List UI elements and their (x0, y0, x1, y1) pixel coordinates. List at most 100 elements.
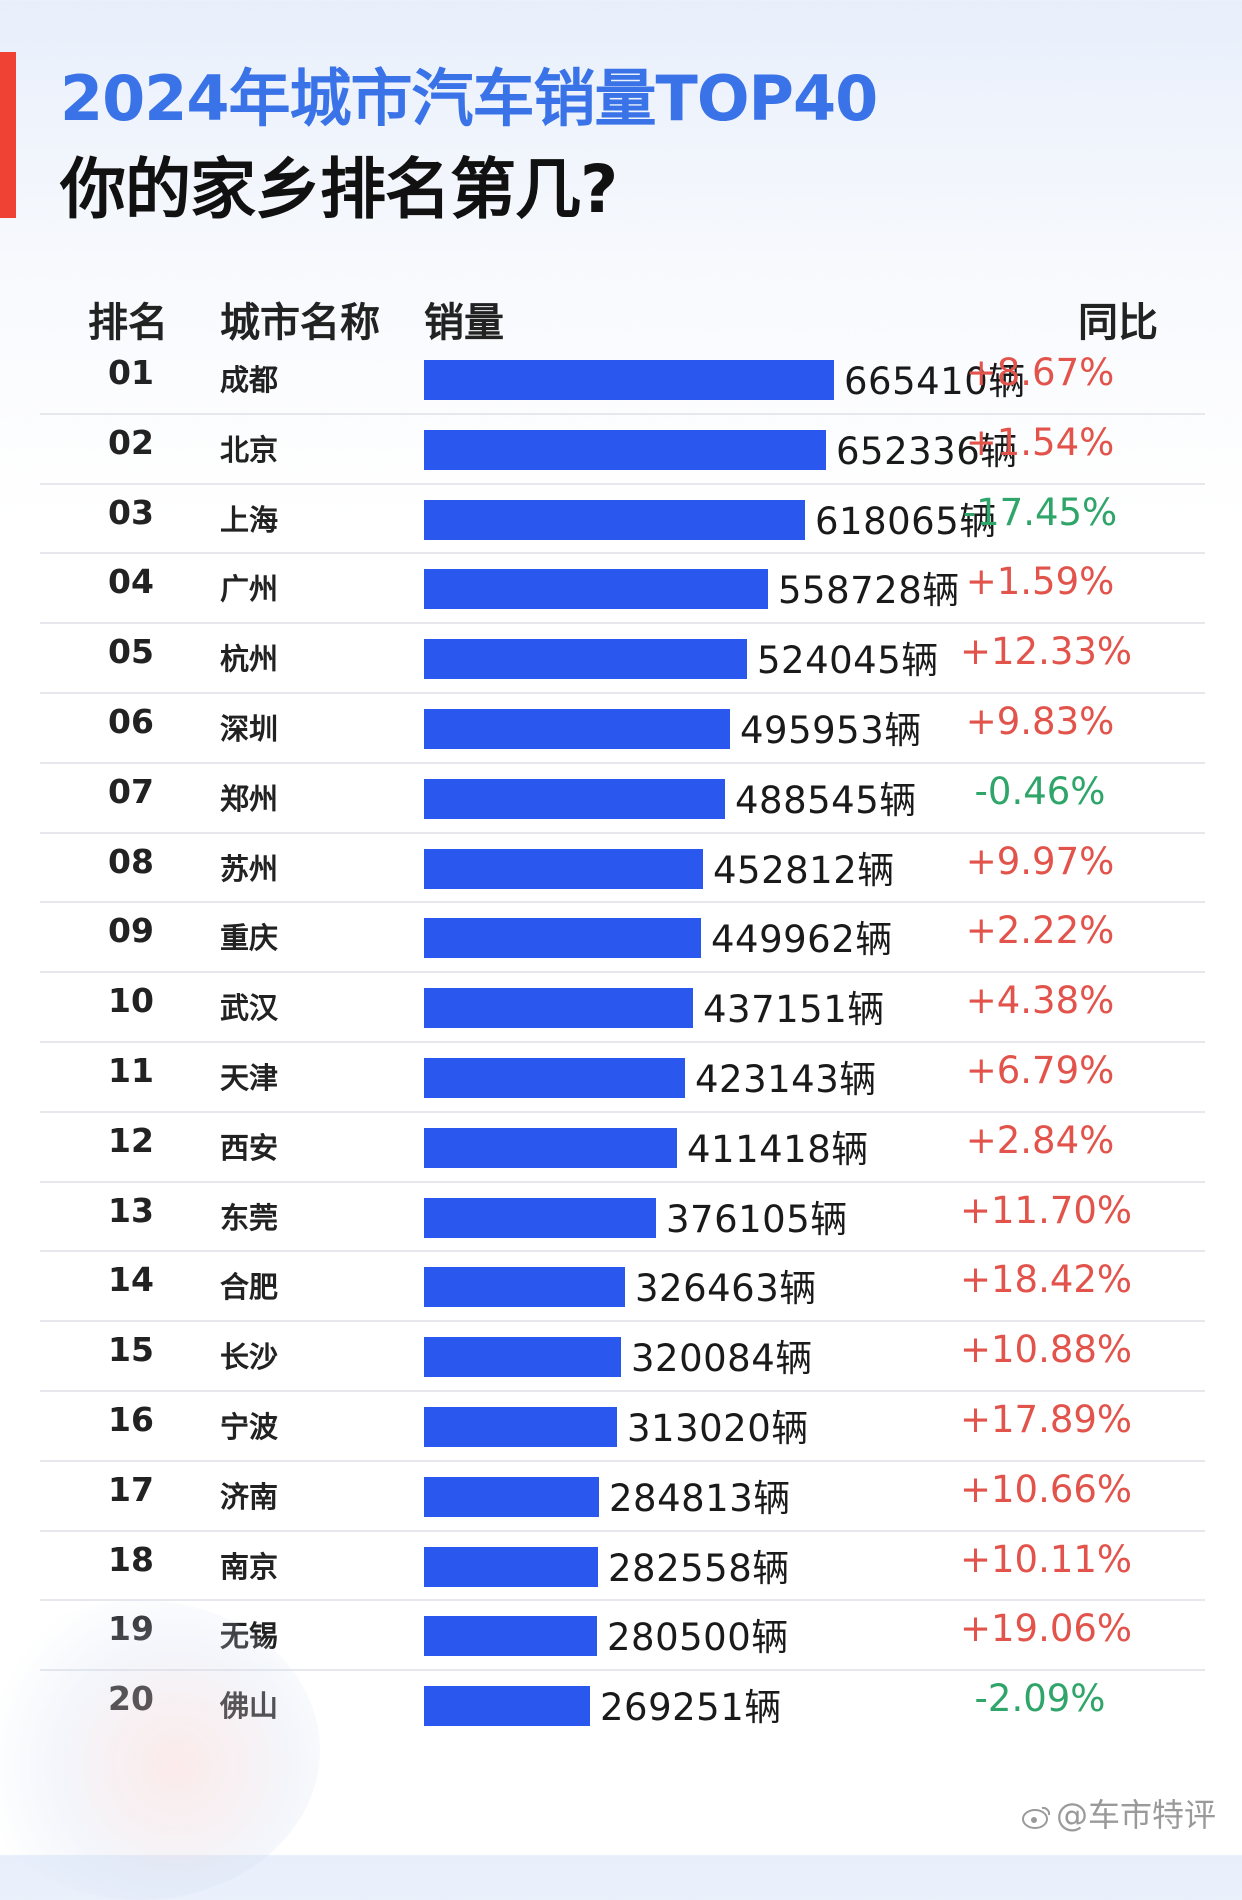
yoy-change-label: -2.09% (974, 1677, 1106, 1721)
rank-label: 12 (108, 1120, 154, 1160)
sales-bar (424, 1337, 621, 1378)
sales-bar (424, 1407, 617, 1447)
row-divider (40, 762, 1205, 764)
yoy-change-label: +2.84% (965, 1118, 1115, 1162)
header-yoy: 同比 (1078, 300, 1158, 346)
table-row: 14 合肥 326463辆 +18.42% (0, 1252, 1242, 1322)
sales-bar (424, 1058, 685, 1098)
sales-value-label: 495953辆 (740, 709, 922, 752)
city-label: 杭州 (220, 642, 279, 677)
sales-bar (424, 1616, 597, 1657)
sales-bar (424, 1267, 625, 1308)
yoy-change-label: +11.70% (960, 1188, 1133, 1232)
sales-bar (424, 1476, 599, 1517)
yoy-change-label: -17.45% (962, 490, 1118, 534)
rank-label: 06 (108, 702, 154, 741)
rank-label: 09 (108, 911, 154, 951)
city-label: 武汉 (220, 991, 279, 1026)
sales-value-label: 437151辆 (703, 988, 885, 1032)
page-title: 2024年城市汽车销量TOP40 (60, 62, 878, 135)
row-divider (40, 552, 1205, 554)
sales-value-label: 282558辆 (608, 1546, 790, 1590)
rank-label: 18 (108, 1539, 154, 1579)
city-label: 西安 (220, 1130, 279, 1165)
sales-bar (424, 429, 826, 470)
row-divider (40, 692, 1205, 694)
rank-label: 07 (108, 771, 154, 811)
table-row: 10 武汉 437151辆 +4.38% (0, 973, 1242, 1043)
table-row: 17 济南 284813辆 +10.66% (0, 1462, 1242, 1532)
sales-value-label: 280500辆 (607, 1616, 789, 1660)
sales-value-label: 665410辆 (844, 360, 1026, 403)
yoy-change-label: +8.67% (965, 351, 1115, 394)
rank-label: 11 (108, 1051, 154, 1090)
table-row: 08 苏州 452812辆 +9.97% (0, 834, 1242, 904)
sales-value-label: 449962辆 (711, 918, 893, 962)
sales-bar (424, 988, 693, 1029)
yoy-change-label: +18.42% (960, 1258, 1133, 1302)
city-label: 天津 (220, 1061, 279, 1095)
table-row: 18 南京 282558辆 +10.11% (0, 1532, 1242, 1602)
rank-label: 15 (108, 1330, 154, 1370)
sales-value-label: 376105辆 (666, 1197, 848, 1241)
city-label: 合肥 (220, 1270, 279, 1305)
sales-value-label: 488545辆 (735, 778, 917, 822)
rank-label: 04 (108, 562, 154, 602)
city-label: 南京 (220, 1549, 279, 1584)
yoy-change-label: +10.66% (960, 1467, 1133, 1511)
yoy-change-label: +2.22% (965, 909, 1115, 953)
table-row: 09 重庆 449962辆 +2.22% (0, 903, 1242, 973)
table-row: 12 西安 411418辆 +2.84% (0, 1113, 1242, 1183)
row-divider (40, 1041, 1205, 1043)
page-subtitle: 你的家乡排名第几? (60, 151, 618, 228)
sales-bar (424, 1197, 656, 1238)
city-label: 成都 (220, 363, 279, 397)
sales-bar (424, 848, 703, 889)
yoy-change-label: +17.89% (960, 1398, 1133, 1441)
table-row: 15 长沙 320084辆 +10.88% (0, 1322, 1242, 1392)
sales-value-label: 284813辆 (609, 1476, 791, 1520)
yoy-change-label: +10.11% (960, 1537, 1133, 1581)
watermark-text: @车市特评 (1055, 1796, 1216, 1834)
table-row: 19 无锡 280500辆 +19.06% (0, 1601, 1242, 1671)
rank-label: 19 (108, 1609, 154, 1648)
row-divider (40, 1530, 1205, 1532)
city-label: 佛山 (220, 1683, 278, 1725)
sales-value-label: 326463辆 (635, 1267, 817, 1311)
watermark-logo (0, 1600, 320, 1900)
table-row: 20 佛山 269251辆 -2.09% (0, 1671, 1242, 1741)
table-row: 04 广州 558728辆 +1.59% (0, 554, 1242, 624)
row-divider (40, 1460, 1205, 1462)
sales-bar (424, 778, 725, 819)
table-row: 07 郑州 488545辆 -0.46% (0, 764, 1242, 834)
yoy-change-label: +6.79% (965, 1049, 1115, 1092)
city-label: 东莞 (220, 1200, 279, 1235)
table-row: 02 北京 652336辆 +1.54% (0, 415, 1242, 485)
rank-label: 05 (108, 632, 154, 672)
row-divider (40, 1669, 1205, 1671)
table-row: 06 深圳 495953辆 +9.83% (0, 694, 1242, 764)
row-divider (40, 483, 1205, 485)
city-label: 宁波 (220, 1410, 279, 1444)
yoy-change-label: -0.46% (974, 769, 1106, 813)
rank-label: 16 (108, 1400, 154, 1439)
rank-label: 20 (108, 1679, 154, 1718)
accent-bar (0, 52, 16, 218)
table-row: 05 杭州 524045辆 +12.33% (0, 624, 1242, 694)
city-label: 郑州 (220, 781, 279, 816)
yoy-change-label: +19.06% (960, 1607, 1133, 1651)
sales-value-label: 269251辆 (600, 1686, 782, 1730)
city-label: 北京 (220, 432, 279, 467)
sales-bar (424, 1127, 677, 1168)
yoy-change-label: +9.83% (965, 700, 1115, 743)
city-label: 广州 (220, 572, 279, 607)
city-label: 苏州 (220, 851, 279, 886)
rank-label: 17 (108, 1469, 154, 1509)
sales-bar (424, 1686, 590, 1727)
row-divider (40, 1320, 1205, 1322)
city-label: 重庆 (220, 921, 279, 956)
sales-value-label: 452812辆 (713, 848, 895, 892)
sales-value-label: 313020辆 (627, 1407, 809, 1450)
row-divider (40, 1250, 1205, 1252)
city-label: 上海 (220, 502, 279, 537)
